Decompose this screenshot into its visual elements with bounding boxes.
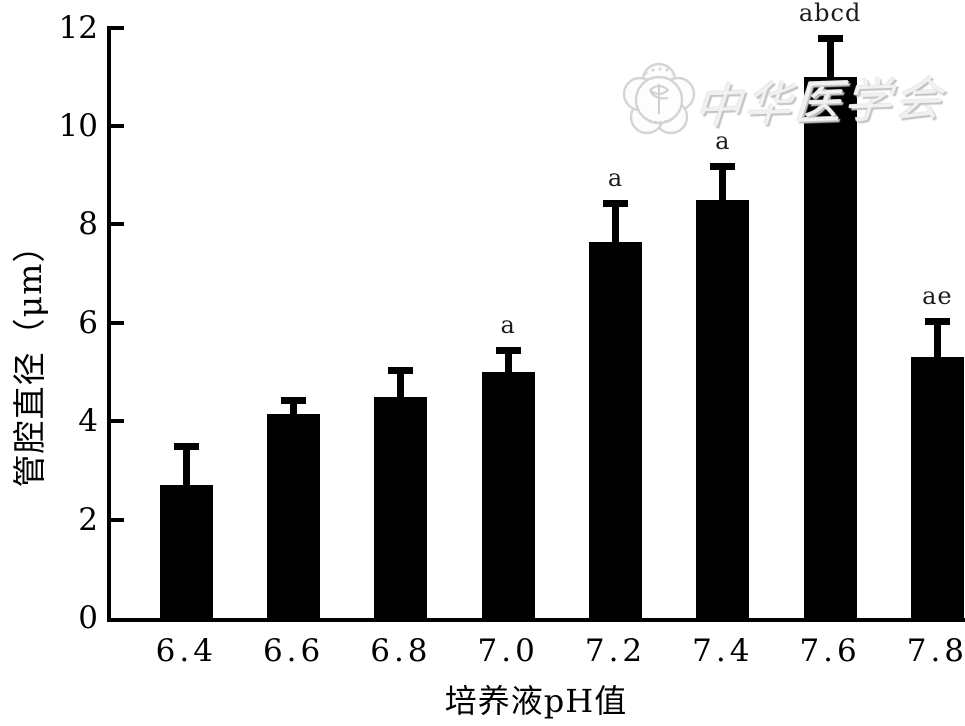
y-tick-mark bbox=[107, 419, 124, 424]
error-bar-stem bbox=[612, 199, 619, 254]
y-tick-mark bbox=[107, 517, 124, 522]
x-axis-title: 培养液pH值 bbox=[444, 682, 628, 720]
y-tick-label: 12 bbox=[58, 9, 98, 46]
significance-label: ae bbox=[922, 281, 953, 310]
error-bar-cap bbox=[924, 317, 950, 325]
bar bbox=[696, 199, 750, 618]
significance-label: a bbox=[500, 311, 516, 340]
error-bar-stem bbox=[719, 162, 727, 212]
significance-label: abcd bbox=[798, 0, 862, 27]
y-tick-label: 8 bbox=[78, 206, 98, 243]
y-tick-mark bbox=[107, 124, 124, 128]
error-bar-cap bbox=[710, 162, 736, 170]
x-tick-label: 7.8 bbox=[906, 633, 965, 669]
error-bar-cap bbox=[817, 34, 843, 42]
x-tick-label: 7.6 bbox=[799, 633, 861, 669]
bar bbox=[374, 396, 428, 618]
bar bbox=[481, 372, 535, 618]
x-tick-label: 6.4 bbox=[155, 633, 217, 669]
error-bar-stem bbox=[933, 317, 941, 370]
significance-label: a bbox=[607, 163, 624, 192]
x-axis-line bbox=[107, 618, 965, 622]
error-bar-stem bbox=[182, 443, 190, 498]
error-bar-cap bbox=[603, 199, 628, 207]
error-bar-cap bbox=[495, 347, 521, 355]
bar bbox=[803, 76, 857, 618]
error-bar-stem bbox=[826, 34, 834, 89]
y-tick-label: 2 bbox=[78, 501, 98, 538]
error-bar-cap bbox=[388, 367, 414, 375]
y-axis-title: 管腔直径（μm） bbox=[10, 228, 49, 488]
error-bar-stem bbox=[504, 347, 512, 384]
bar bbox=[910, 357, 964, 618]
error-bar-cap bbox=[173, 443, 199, 451]
y-tick-mark bbox=[107, 25, 124, 30]
bar bbox=[159, 485, 213, 618]
error-bar-stem bbox=[397, 367, 405, 409]
error-bar-cap bbox=[281, 396, 307, 404]
error-bar-stem bbox=[290, 396, 298, 426]
y-tick-label: 6 bbox=[78, 304, 98, 341]
x-tick-label: 7.0 bbox=[477, 633, 539, 669]
significance-label: a bbox=[715, 126, 731, 155]
y-tick-mark bbox=[107, 320, 124, 325]
x-tick-label: 7.2 bbox=[584, 633, 647, 669]
y-tick-label: 10 bbox=[58, 108, 98, 144]
bar bbox=[267, 413, 321, 618]
bar bbox=[589, 241, 642, 618]
y-tick-label: 0 bbox=[78, 600, 98, 636]
x-tick-label: 6.8 bbox=[370, 633, 432, 669]
y-tick-label: 4 bbox=[78, 403, 98, 440]
x-tick-label: 6.6 bbox=[262, 633, 325, 669]
y-tick-mark bbox=[107, 222, 124, 227]
x-tick-label: 7.4 bbox=[692, 633, 754, 669]
